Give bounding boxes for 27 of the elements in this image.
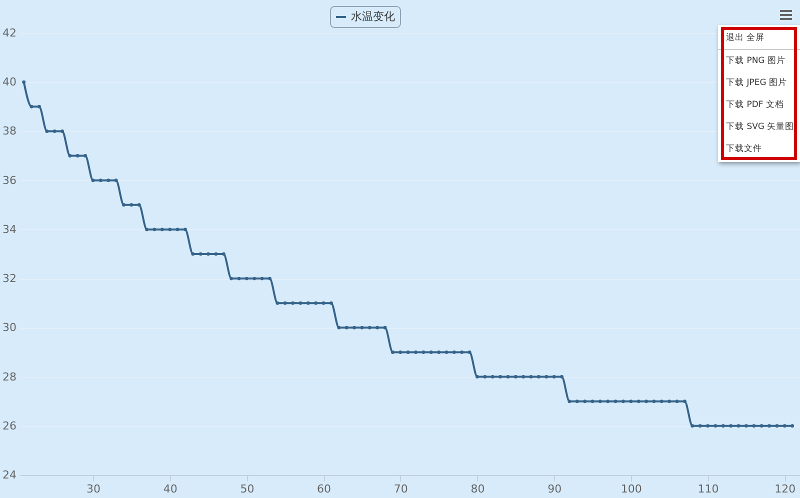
x-tick-label: 120 xyxy=(774,482,796,496)
x-tick-label: 90 xyxy=(548,482,562,496)
legend-label: 水温变化 xyxy=(351,10,395,23)
y-tick-label: 36 xyxy=(2,174,16,187)
y-tick-label: 28 xyxy=(2,370,16,384)
y-tick-label: 26 xyxy=(2,419,16,432)
y-tick-label: 24 xyxy=(2,468,16,482)
x-tick-label: 80 xyxy=(470,482,485,496)
x-tick-label: 30 xyxy=(86,482,101,496)
y-tick-label: 30 xyxy=(2,321,16,334)
x-tick-label: 110 xyxy=(698,482,719,496)
annotation: 下载文件 xyxy=(725,143,763,156)
annotation: 下载 SVG 矢量图 xyxy=(725,121,796,134)
annotation: 下载 PDF 文档 xyxy=(725,99,785,112)
annotation: 退出 全屏 xyxy=(718,27,800,50)
x-tick-label: 70 xyxy=(394,482,408,496)
x-tick-label: 100 xyxy=(620,482,642,496)
x-tick-label: 40 xyxy=(163,482,178,496)
y-tick-label: 40 xyxy=(2,76,16,89)
annotation: 下载 PNG 图片 xyxy=(725,55,786,68)
y-tick-label: 32 xyxy=(2,272,16,286)
annotation: 下载 JPEG 图片 xyxy=(725,77,788,90)
x-tick-label: 60 xyxy=(317,482,332,496)
y-tick-label: 38 xyxy=(2,124,16,138)
y-tick-label: 42 xyxy=(2,26,16,40)
y-tick-label: 34 xyxy=(2,222,16,236)
x-tick-label: 50 xyxy=(240,482,254,496)
